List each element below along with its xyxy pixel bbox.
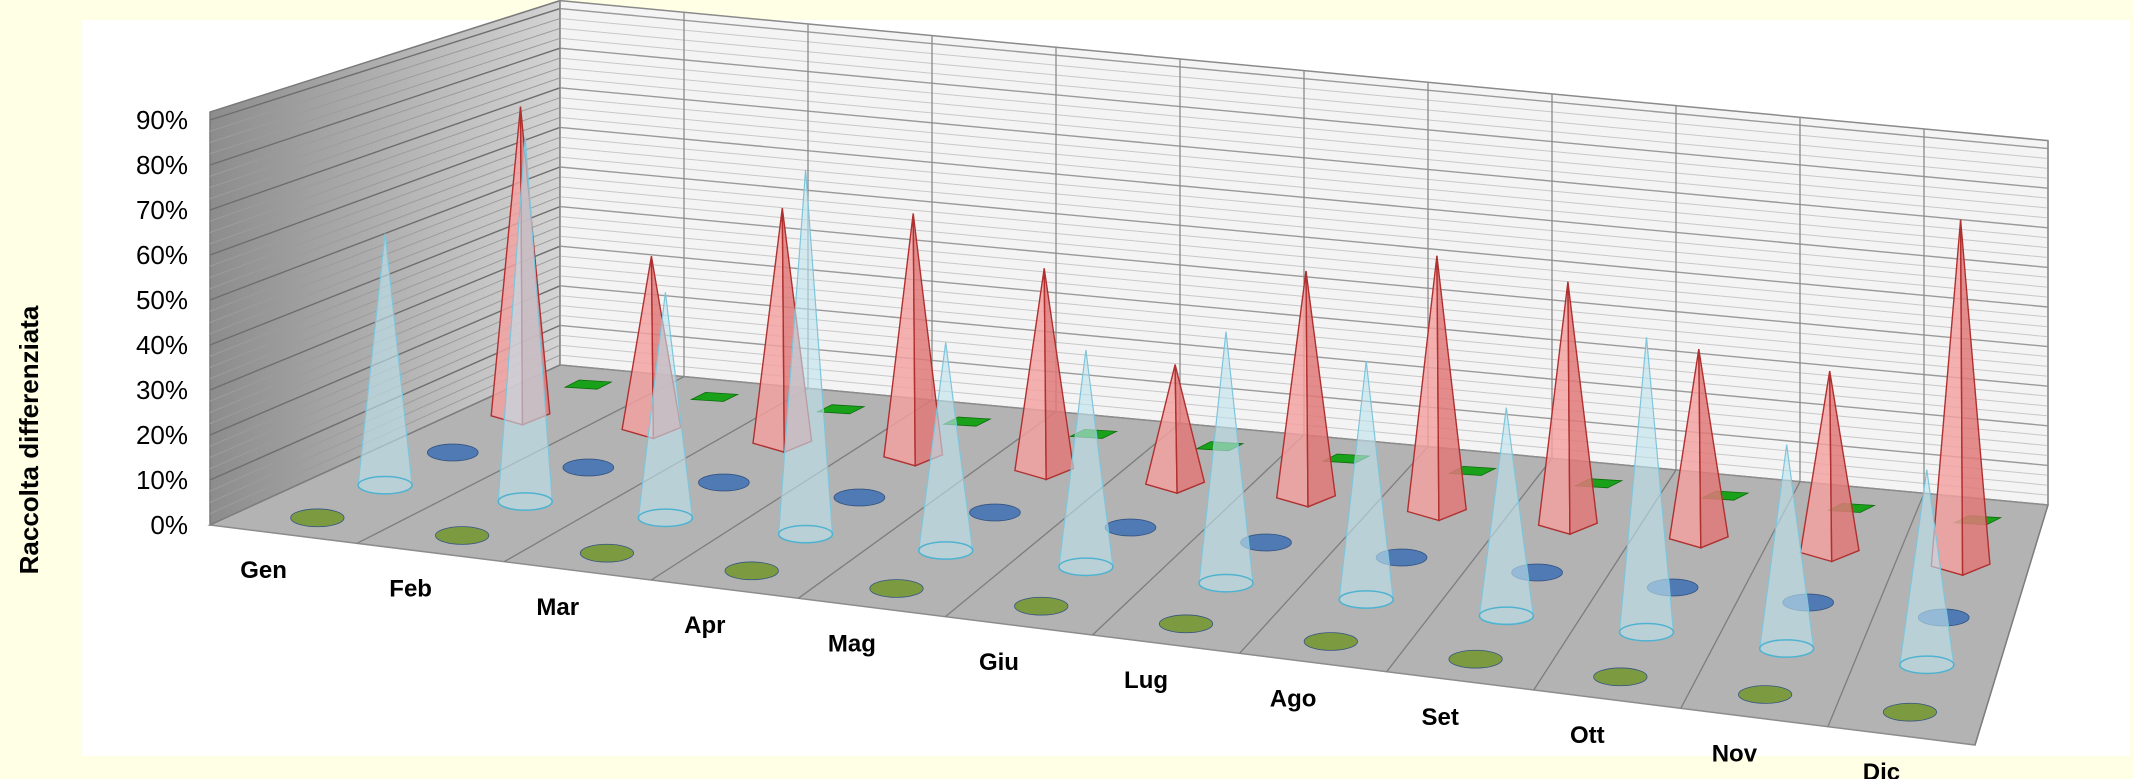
data-pyramid-face xyxy=(1436,255,1467,522)
data-disc xyxy=(1104,518,1157,537)
category-label: Giu xyxy=(979,649,1019,676)
side-wall-gridline xyxy=(209,57,561,177)
y-tick-label: 0% xyxy=(150,510,188,540)
side-wall-gridline xyxy=(209,156,561,290)
side-wall-gridline xyxy=(209,7,561,121)
data-pyramid-face xyxy=(1043,268,1075,481)
data-disc xyxy=(290,508,345,528)
y-tick-label: 50% xyxy=(136,285,188,315)
data-cone-base xyxy=(1058,557,1114,577)
data-cone-base xyxy=(1899,655,1955,675)
side-wall-gridline xyxy=(209,126,561,256)
side-wall-gridline xyxy=(209,87,561,211)
side-wall-gridline xyxy=(209,27,561,143)
data-disc xyxy=(579,543,635,563)
data-disc xyxy=(426,443,479,462)
category-label: Ago xyxy=(1270,686,1317,713)
data-pyramid-face xyxy=(1698,348,1729,549)
data-pyramid-face xyxy=(1305,270,1337,508)
side-wall-gridline xyxy=(209,67,561,188)
floor-divider xyxy=(1239,446,1429,654)
data-disc xyxy=(435,526,490,545)
side-wall-gridline xyxy=(209,107,561,233)
category-label: Gen xyxy=(240,557,287,584)
data-pyramid-face xyxy=(1567,281,1598,536)
y-tick-label: 20% xyxy=(136,420,188,450)
side-wall-gridline xyxy=(209,117,561,245)
y-axis-title: Raccolta differenziata xyxy=(14,305,44,574)
data-cone-base xyxy=(1338,590,1394,609)
floor-divider xyxy=(1974,504,2049,746)
data-cone-base xyxy=(1618,622,1675,642)
side-wall-gridline xyxy=(209,37,561,155)
data-disc xyxy=(833,488,886,507)
data-cone-base xyxy=(497,492,553,511)
y-tick-label: 80% xyxy=(136,150,188,180)
data-cone-base xyxy=(777,524,834,544)
floor-divider xyxy=(945,422,1181,618)
y-tick-label: 90% xyxy=(136,105,188,135)
data-cone-base xyxy=(357,475,413,495)
side-wall-gridline xyxy=(209,18,561,132)
data-square xyxy=(816,404,866,415)
data-disc xyxy=(969,503,1021,522)
y-tick-label: 30% xyxy=(136,375,188,405)
data-cone-base xyxy=(1478,606,1535,626)
data-disc xyxy=(1014,596,1069,616)
category-label: Nov xyxy=(1712,741,1758,768)
category-label: Feb xyxy=(389,576,432,603)
floor-divider xyxy=(1092,434,1305,636)
category-label: Apr xyxy=(684,612,725,639)
data-square xyxy=(563,379,613,390)
category-label: Lug xyxy=(1124,667,1168,694)
data-disc xyxy=(1738,685,1793,704)
data-disc xyxy=(1448,649,1503,669)
category-label: Ott xyxy=(1570,722,1605,749)
data-cone-base xyxy=(1758,639,1815,658)
data-pyramid-face xyxy=(912,213,944,467)
side-wall-gridline xyxy=(209,146,561,278)
data-disc xyxy=(698,473,750,492)
data-cone-base xyxy=(637,508,694,528)
category-label: Mag xyxy=(828,631,876,658)
y-tick-label: 10% xyxy=(136,465,188,495)
category-label: Mar xyxy=(536,594,579,621)
data-pyramid-face xyxy=(1174,364,1206,495)
floor-divider xyxy=(1386,457,1553,673)
side-wall-gridline xyxy=(209,166,561,301)
data-disc xyxy=(1158,614,1214,634)
y-tick-label: 60% xyxy=(136,240,188,270)
side-wall-gridline xyxy=(209,136,561,267)
data-disc xyxy=(1303,632,1358,651)
side-wall-gridline xyxy=(209,47,561,166)
y-tick-label: 40% xyxy=(136,330,188,360)
data-cone-base xyxy=(917,541,974,560)
data-disc xyxy=(1593,667,1648,687)
category-label: Set xyxy=(1422,704,1459,731)
floor-divider xyxy=(1827,493,1925,727)
data-pyramid-face xyxy=(1828,370,1860,563)
data-disc xyxy=(869,579,924,598)
data-square xyxy=(689,391,740,402)
data-disc xyxy=(1882,702,1937,722)
side-wall-gridline xyxy=(209,97,561,222)
side-wall-gridline xyxy=(209,77,561,200)
data-disc xyxy=(562,458,615,477)
data-cone-base xyxy=(1198,573,1254,593)
data-disc xyxy=(724,561,779,581)
y-tick-label: 70% xyxy=(136,195,188,225)
data-pyramid-face xyxy=(1959,219,1991,577)
category-label: Dic xyxy=(1863,759,1900,779)
